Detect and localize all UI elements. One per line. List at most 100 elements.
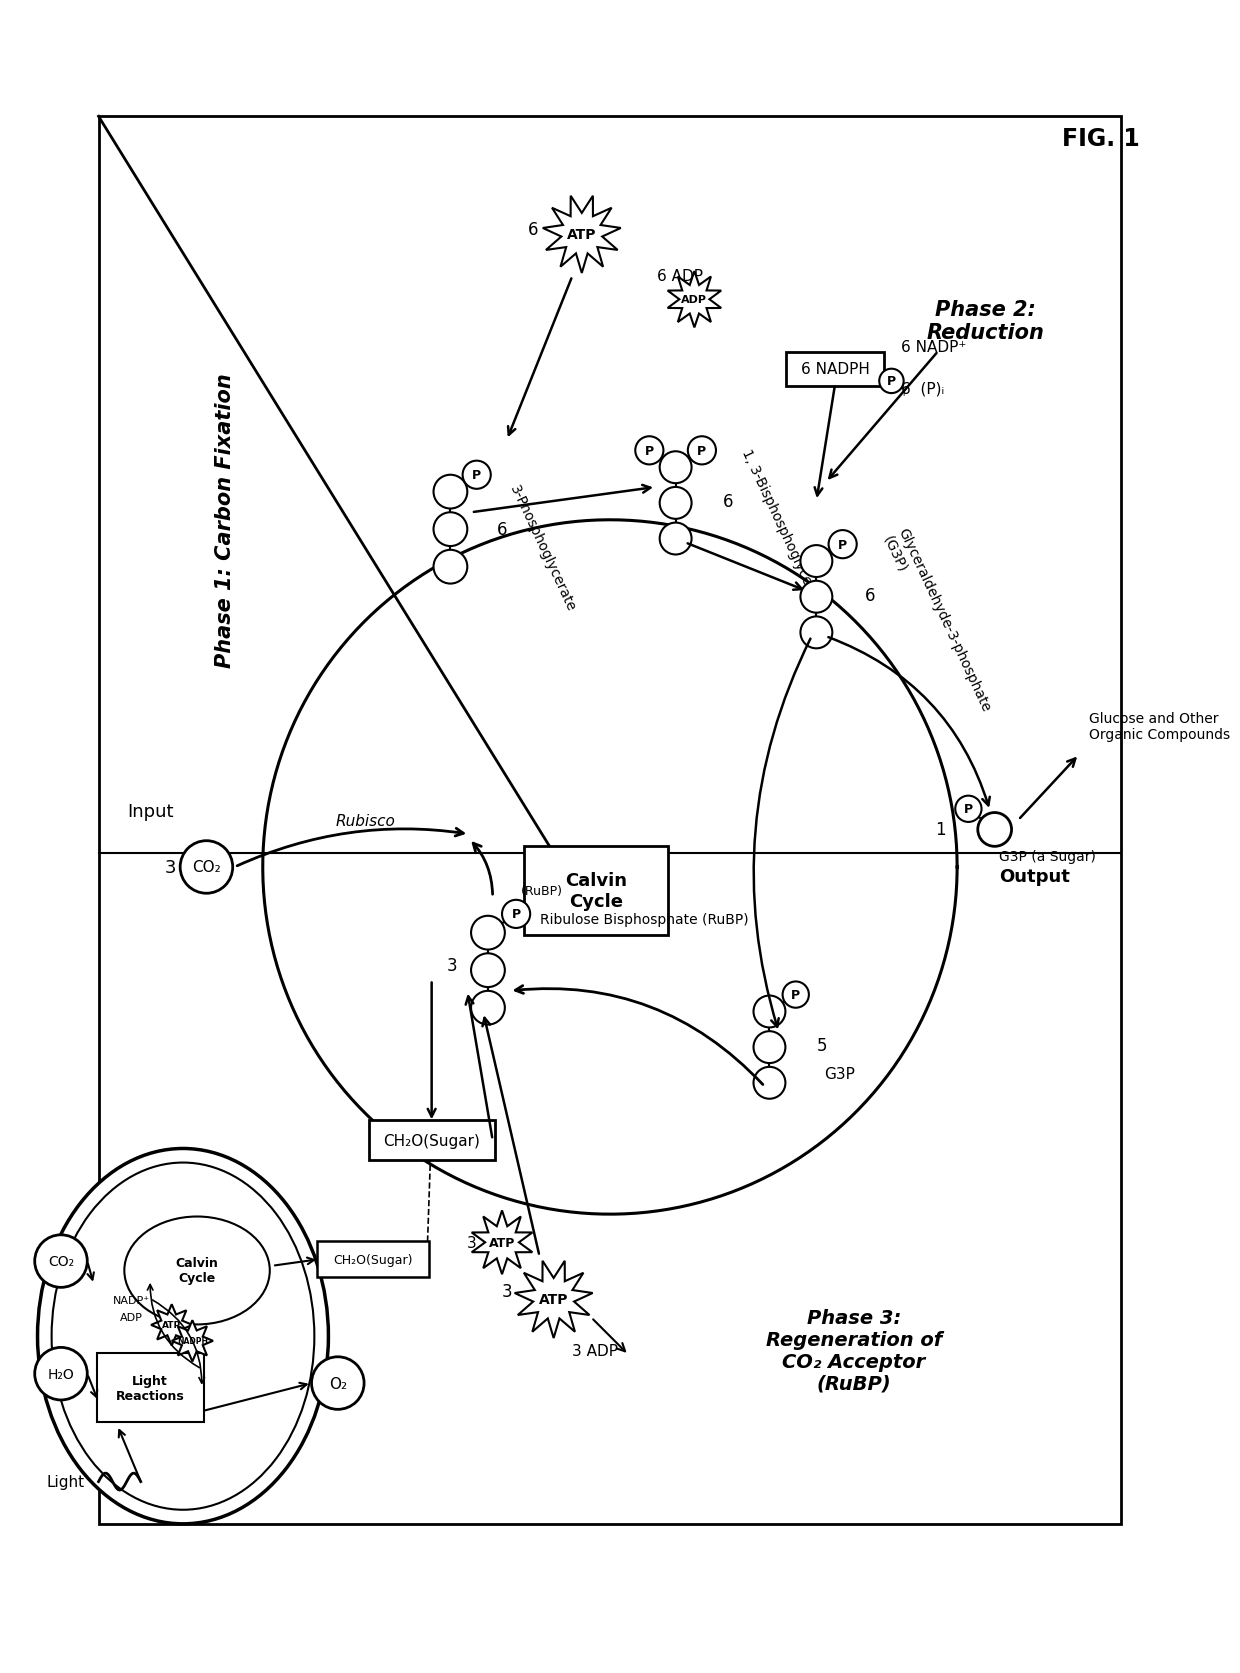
- Text: 1, 3-Bisphosphoglycerate: 1, 3-Bisphosphoglycerate: [739, 447, 827, 612]
- Circle shape: [782, 982, 808, 1009]
- Text: P: P: [963, 803, 973, 816]
- Text: P: P: [697, 445, 707, 457]
- Text: CH₂O(Sugar): CH₂O(Sugar): [334, 1253, 413, 1266]
- Circle shape: [35, 1235, 87, 1288]
- Text: 3: 3: [501, 1282, 512, 1300]
- Circle shape: [688, 437, 715, 465]
- Circle shape: [463, 462, 491, 490]
- Text: NADPH: NADPH: [177, 1337, 208, 1345]
- Text: 6 NADP⁺: 6 NADP⁺: [900, 340, 966, 355]
- FancyBboxPatch shape: [317, 1241, 429, 1276]
- Circle shape: [471, 990, 505, 1026]
- FancyBboxPatch shape: [97, 1353, 203, 1422]
- Text: 3: 3: [165, 858, 176, 877]
- Circle shape: [635, 437, 663, 465]
- Text: Rubisco: Rubisco: [336, 813, 396, 828]
- Text: P: P: [838, 539, 847, 552]
- Text: Phase 2:
Reduction: Phase 2: Reduction: [926, 299, 1044, 343]
- Circle shape: [471, 917, 505, 950]
- Bar: [98, 117, 1121, 1524]
- Text: Glucose and Other
Organic Compounds: Glucose and Other Organic Compounds: [1089, 711, 1230, 741]
- Circle shape: [754, 1032, 785, 1064]
- Ellipse shape: [52, 1163, 315, 1509]
- Circle shape: [471, 954, 505, 987]
- Text: ATP: ATP: [567, 228, 596, 241]
- Text: 1: 1: [935, 821, 946, 838]
- Text: CO₂: CO₂: [48, 1255, 74, 1268]
- Text: 3: 3: [446, 957, 458, 975]
- Text: 6: 6: [723, 494, 733, 510]
- Circle shape: [754, 1067, 785, 1099]
- Text: ADP: ADP: [682, 294, 707, 304]
- Polygon shape: [543, 197, 621, 274]
- Text: Calvin
Cycle: Calvin Cycle: [176, 1256, 218, 1285]
- Circle shape: [660, 524, 692, 555]
- Text: ATP: ATP: [489, 1236, 515, 1250]
- Circle shape: [801, 617, 832, 649]
- Text: ᵢ: ᵢ: [903, 385, 905, 398]
- Text: CO₂: CO₂: [192, 860, 221, 875]
- Text: FIG. 1: FIG. 1: [1063, 127, 1140, 151]
- Text: ATP: ATP: [539, 1292, 568, 1307]
- Text: O₂: O₂: [329, 1375, 347, 1390]
- Text: P: P: [645, 445, 653, 457]
- Text: CH₂O(Sugar): CH₂O(Sugar): [383, 1133, 480, 1148]
- Text: Light
Reactions: Light Reactions: [115, 1374, 185, 1402]
- Text: Phase 1: Carbon Fixation: Phase 1: Carbon Fixation: [216, 373, 236, 668]
- Text: P: P: [791, 989, 800, 1002]
- Text: 3: 3: [467, 1235, 476, 1250]
- Text: P: P: [887, 375, 897, 388]
- Text: 6: 6: [528, 221, 538, 239]
- Circle shape: [311, 1357, 365, 1409]
- Text: NADP⁺: NADP⁺: [113, 1295, 150, 1305]
- Polygon shape: [667, 273, 722, 328]
- Text: P: P: [512, 908, 521, 920]
- Circle shape: [660, 487, 692, 520]
- Text: 5: 5: [816, 1037, 827, 1054]
- Text: Calvin
Cycle: Calvin Cycle: [565, 872, 627, 910]
- Circle shape: [754, 995, 785, 1027]
- Text: 3-Phosphoglycerate: 3-Phosphoglycerate: [507, 483, 578, 614]
- Text: 6  (P)ᵢ: 6 (P)ᵢ: [900, 381, 944, 397]
- Polygon shape: [471, 1211, 532, 1275]
- Circle shape: [434, 475, 467, 509]
- Circle shape: [35, 1348, 87, 1400]
- Ellipse shape: [124, 1216, 270, 1325]
- Circle shape: [502, 900, 531, 929]
- Text: ADP: ADP: [120, 1313, 143, 1323]
- Text: 3 ADP: 3 ADP: [573, 1343, 619, 1358]
- Circle shape: [955, 796, 982, 823]
- Text: 6 NADPH: 6 NADPH: [801, 361, 869, 376]
- Text: Input: Input: [126, 801, 174, 820]
- Circle shape: [828, 530, 857, 559]
- Polygon shape: [151, 1305, 192, 1345]
- Text: Glyceraldehyde-3-phosphate
(G3P): Glyceraldehyde-3-phosphate (G3P): [880, 527, 992, 721]
- Text: G3P (a Sugar): G3P (a Sugar): [999, 850, 1096, 863]
- Circle shape: [434, 550, 467, 584]
- Text: H₂O: H₂O: [47, 1367, 74, 1380]
- Text: Output: Output: [999, 868, 1070, 885]
- Circle shape: [879, 370, 904, 393]
- Circle shape: [978, 813, 1012, 847]
- Circle shape: [801, 545, 832, 577]
- Text: 6: 6: [866, 587, 875, 604]
- FancyBboxPatch shape: [786, 353, 884, 386]
- Text: 6 ADP: 6 ADP: [657, 269, 703, 284]
- Text: ATP: ATP: [162, 1320, 181, 1330]
- Circle shape: [660, 452, 692, 483]
- Circle shape: [801, 582, 832, 614]
- Circle shape: [434, 514, 467, 547]
- Polygon shape: [515, 1261, 593, 1338]
- Text: 6: 6: [497, 520, 508, 539]
- Text: G3P: G3P: [823, 1066, 854, 1081]
- Text: P: P: [472, 468, 481, 482]
- Text: Phase 3:
Regeneration of
CO₂ Acceptor
(RuBP): Phase 3: Regeneration of CO₂ Acceptor (R…: [766, 1308, 942, 1394]
- Polygon shape: [171, 1320, 213, 1362]
- Text: Ribulose Bisphosphate (RuBP): Ribulose Bisphosphate (RuBP): [539, 912, 748, 927]
- FancyBboxPatch shape: [523, 847, 668, 935]
- FancyBboxPatch shape: [368, 1121, 495, 1159]
- Circle shape: [180, 842, 233, 893]
- Text: (RuBP): (RuBP): [521, 885, 563, 897]
- Text: Light: Light: [46, 1474, 84, 1489]
- Ellipse shape: [37, 1149, 329, 1524]
